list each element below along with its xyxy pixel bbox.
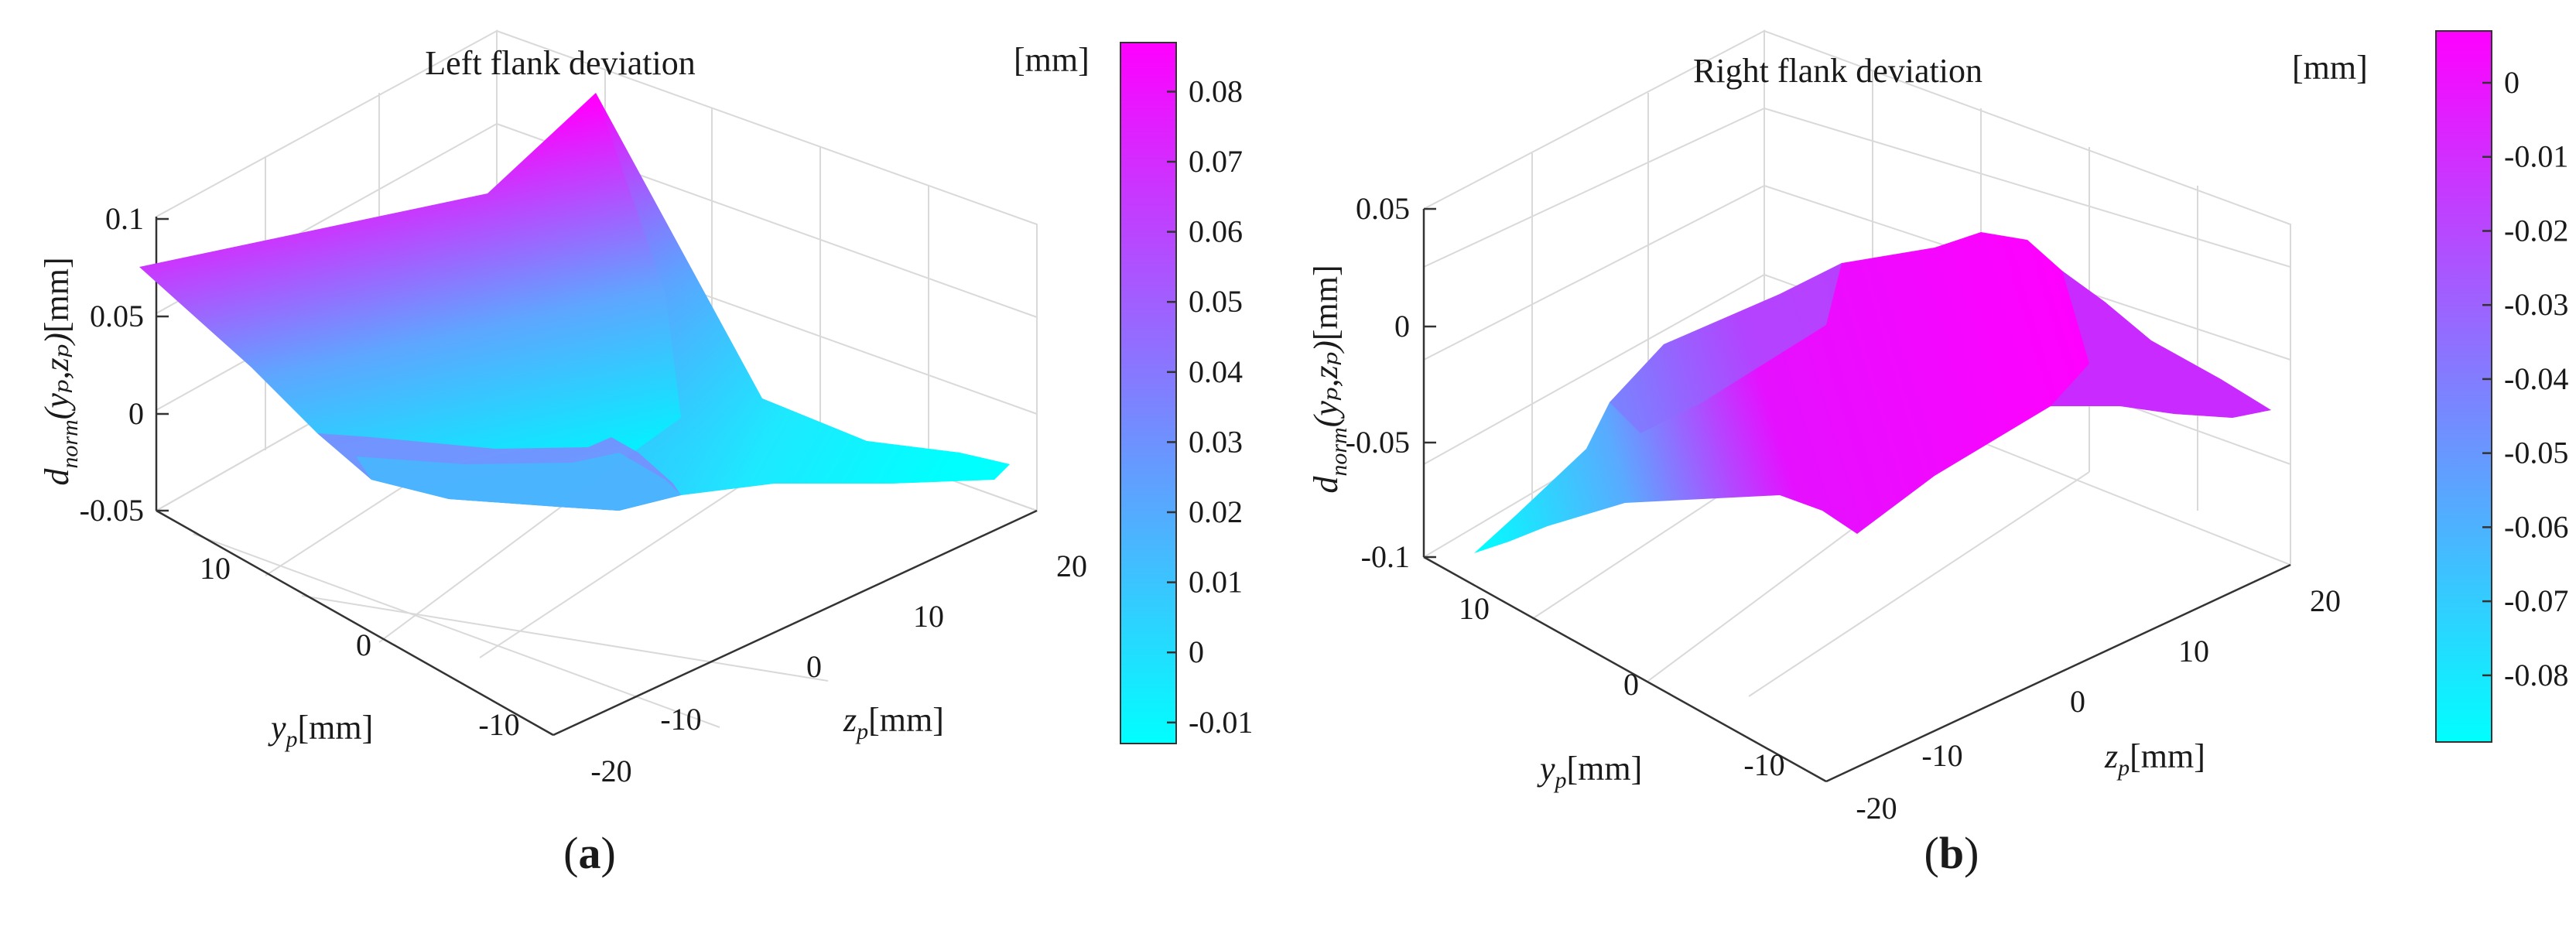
colorbar-tick-label: 0	[2504, 65, 2520, 100]
z-tick: -0.05	[80, 493, 144, 528]
z-tick: 0.05	[90, 299, 144, 333]
panel-a-title: Left flank deviation	[425, 44, 695, 82]
panel-a-z-ticks: 0.1 0.05 0 -0.05	[80, 201, 144, 528]
colorbar-tick-label: -0.03	[2504, 287, 2568, 322]
y-tick: 0	[1623, 667, 1639, 702]
z-tick: -0.05	[1346, 425, 1410, 460]
zp-tick: -20	[1856, 791, 1897, 826]
colorbar-tick-label: -0.01	[1189, 705, 1253, 740]
panel-b: Right flank deviation 0.05 0 -0.05 -0.1 …	[1307, 29, 2568, 878]
z-tick: 0	[128, 396, 144, 431]
z-tick: 0.05	[1356, 191, 1410, 226]
colorbar-tick-label: 0.06	[1189, 214, 1243, 249]
colorbar-tick-label: -0.07	[2504, 583, 2568, 618]
colorbar-tick-label: -0.05	[2504, 436, 2568, 470]
zp-tick: 0	[2070, 684, 2085, 719]
panel-a-caption: (a)	[563, 828, 616, 878]
zp-tick: 10	[913, 599, 944, 634]
colorbar-tick-label: -0.04	[2504, 361, 2568, 396]
panel-a-axes	[155, 217, 1038, 737]
panel-b-y-ticks: 10 0 -10	[1459, 591, 1785, 782]
panel-a-colorbar-unit: [mm]	[1014, 41, 1090, 79]
colorbar-tick-label: 0.07	[1189, 144, 1243, 179]
panel-a-colorbar	[1120, 42, 1177, 744]
panel-b-zp-ticks: 20 10 0 -10 -20	[1856, 583, 2341, 826]
z-tick: -0.1	[1361, 539, 1410, 574]
colorbar-tick-label: 0.08	[1189, 74, 1243, 108]
panel-b-caption: (b)	[1924, 828, 1979, 878]
zp-tick: 20	[2310, 583, 2341, 618]
zp-tick: 20	[1056, 549, 1087, 583]
panel-b-ylabel: dnorm(yₚ,zₚ)[mm]	[1307, 265, 1352, 493]
panel-a: Left flank deviation 0.1 0.05 0 -0.05 10…	[38, 29, 1253, 878]
panel-a-xlabel: yp[mm]	[268, 709, 373, 752]
colorbar-tick-label: 0	[1189, 634, 1204, 669]
colorbar-tick-label: 0.04	[1189, 354, 1243, 389]
panel-a-zlabel: zp[mm]	[843, 701, 944, 744]
colorbar-tick-label: -0.06	[2504, 509, 2568, 544]
y-tick: -10	[478, 707, 519, 742]
panel-b-axes	[1422, 207, 2291, 783]
zp-tick: 10	[2178, 634, 2209, 668]
z-tick: 0	[1394, 309, 1410, 344]
panel-a-zp-ticks: 20 10 0 -10 -20	[590, 549, 1087, 788]
zp-tick: -20	[590, 754, 631, 788]
z-tick: 0.1	[105, 201, 144, 236]
colorbar-tick-label: -0.02	[2504, 213, 2568, 248]
zp-tick: -10	[1921, 738, 1962, 773]
y-tick: 10	[1459, 591, 1490, 626]
y-tick: 10	[200, 551, 231, 586]
panel-b-title: Right flank deviation	[1693, 52, 1982, 90]
zp-tick: 0	[806, 649, 822, 684]
panel-b-colorbar-unit: [mm]	[2292, 49, 2368, 87]
panel-b-z-ticks: 0.05 0 -0.05 -0.1	[1346, 191, 1410, 574]
panel-b-surface	[1474, 232, 2271, 553]
panel-a-ylabel: dnorm(yₚ,zₚ)[mm]	[38, 257, 83, 485]
panel-a-surface	[139, 93, 1010, 511]
panel-b-colorbar	[2435, 30, 2492, 743]
colorbar-tick-label: 0.01	[1189, 565, 1243, 600]
panel-b-zlabel: zp[mm]	[2104, 737, 2205, 781]
y-tick: -10	[1743, 747, 1784, 782]
colorbar-tick-label: -0.01	[2504, 139, 2568, 174]
zp-tick: -10	[660, 702, 701, 737]
panel-a-y-ticks: 10 0 -10	[200, 551, 520, 742]
panel-a-colorbar-ticks: 0.08 0.07 0.06 0.05 0.04 0.03 0.02 0.01 0 -0.01	[1167, 74, 1253, 740]
colorbar-tick-label: -0.08	[2504, 658, 2568, 692]
colorbar-tick-label: 0.05	[1189, 284, 1243, 319]
panel-b-colorbar-ticks: 0 -0.01 -0.02 -0.03 -0.04 -0.05 -0.06 -0.07 -0.0…	[2482, 65, 2568, 692]
colorbar-tick-label: 0.02	[1189, 494, 1243, 529]
y-tick: 0	[356, 627, 371, 662]
panel-b-xlabel: yp[mm]	[1537, 750, 1642, 793]
colorbar-tick-label: 0.03	[1189, 424, 1243, 459]
